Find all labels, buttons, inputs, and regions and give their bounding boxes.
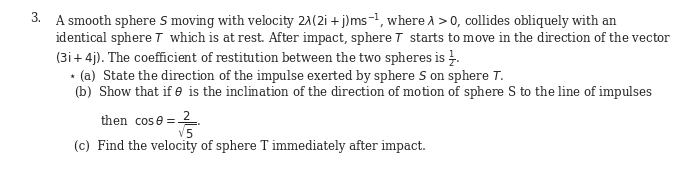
Text: (b)  Show that if $\theta$  is the inclination of the direction of motion of sph: (b) Show that if $\theta$ is the inclina… bbox=[74, 84, 653, 101]
Text: A smooth sphere $S$ moving with velocity $2\lambda(2\mathrm{i} + \mathrm{j})\mat: A smooth sphere $S$ moving with velocity… bbox=[55, 12, 617, 32]
Text: 3.: 3. bbox=[30, 12, 41, 25]
Text: identical sphere $T$  which is at rest. After impact, sphere $T$  starts to move: identical sphere $T$ which is at rest. A… bbox=[55, 30, 672, 47]
Text: $(3\mathrm{i} + 4\mathrm{j})$. The coefficient of restitution between the two sp: $(3\mathrm{i} + 4\mathrm{j})$. The coeff… bbox=[55, 48, 459, 70]
Text: then  $\cos\theta = \dfrac{2}{\sqrt{5}}$.: then $\cos\theta = \dfrac{2}{\sqrt{5}}$. bbox=[100, 110, 201, 141]
Text: (c)  Find the velocity of sphere T immediately after impact.: (c) Find the velocity of sphere T immedi… bbox=[74, 140, 426, 153]
Text: $\star$ (a)  State the direction of the impulse exerted by sphere $S$ on sphere : $\star$ (a) State the direction of the i… bbox=[68, 68, 504, 85]
